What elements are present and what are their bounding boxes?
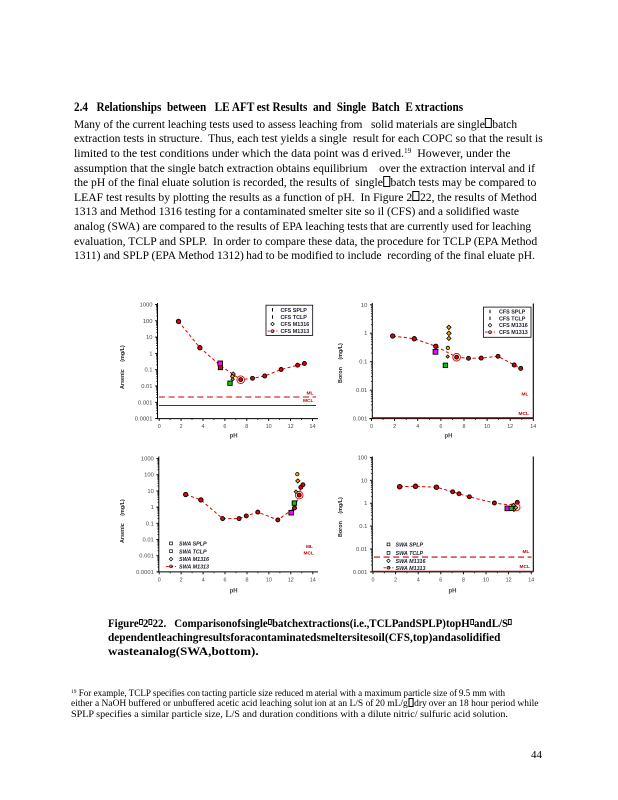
svg-text:4: 4 xyxy=(416,424,419,430)
svg-text:1: 1 xyxy=(364,501,367,507)
svg-text:1: 1 xyxy=(149,351,152,357)
svg-text:100: 100 xyxy=(144,473,154,479)
svg-text:8: 8 xyxy=(245,424,248,430)
svg-text:0: 0 xyxy=(370,424,373,430)
svg-text:10: 10 xyxy=(266,577,272,583)
svg-text:CFS M1316: CFS M1316 xyxy=(281,322,310,328)
svg-text:Arsenic (mg/L): Arsenic (mg/L) xyxy=(120,499,126,543)
svg-text:14: 14 xyxy=(530,424,536,430)
svg-text:100: 100 xyxy=(143,319,153,325)
svg-text:0.1: 0.1 xyxy=(359,524,367,530)
svg-text:0.01: 0.01 xyxy=(356,547,367,553)
svg-text:ML: ML xyxy=(306,544,313,550)
svg-text:pH: pH xyxy=(445,434,453,440)
svg-text:12: 12 xyxy=(506,577,512,583)
svg-text:2: 2 xyxy=(180,424,183,430)
svg-text:Arsenic (mg/L): Arsenic (mg/L) xyxy=(120,345,126,389)
svg-text:0.001: 0.001 xyxy=(138,400,153,406)
svg-text:0.0001: 0.0001 xyxy=(135,417,153,423)
svg-text:0: 0 xyxy=(158,577,161,583)
svg-text:Boron (mg/L): Boron (mg/L) xyxy=(338,497,344,537)
svg-text:14: 14 xyxy=(528,577,534,583)
svg-text:pH: pH xyxy=(230,434,238,440)
svg-text:0: 0 xyxy=(372,577,375,583)
svg-text:1: 1 xyxy=(151,505,154,511)
svg-text:12: 12 xyxy=(288,577,294,583)
svg-text:SWA M1316: SWA M1316 xyxy=(179,557,210,563)
svg-text:10: 10 xyxy=(361,478,367,484)
svg-text:0.01: 0.01 xyxy=(141,384,152,390)
svg-text:6: 6 xyxy=(439,424,442,430)
svg-text:10: 10 xyxy=(266,424,272,430)
svg-text:CFS TCLP: CFS TCLP xyxy=(499,316,526,322)
svg-text:2: 2 xyxy=(393,424,396,430)
svg-text:2: 2 xyxy=(394,577,397,583)
svg-text:8: 8 xyxy=(246,577,249,583)
svg-text:1: 1 xyxy=(364,331,367,337)
svg-text:10: 10 xyxy=(146,335,152,341)
svg-text:12: 12 xyxy=(507,424,513,430)
svg-text:8: 8 xyxy=(463,424,466,430)
svg-text:0: 0 xyxy=(158,424,161,430)
svg-text:MCL: MCL xyxy=(304,551,314,557)
svg-text:14: 14 xyxy=(310,424,316,430)
svg-text:2: 2 xyxy=(180,577,183,583)
svg-text:CFS M1313: CFS M1313 xyxy=(499,330,528,336)
svg-text:10: 10 xyxy=(484,424,490,430)
svg-text:0.001: 0.001 xyxy=(139,554,154,560)
svg-text:CFS M1313: CFS M1313 xyxy=(281,329,310,335)
svg-text:0.001: 0.001 xyxy=(353,570,368,576)
svg-text:12: 12 xyxy=(288,424,294,430)
svg-text:CFS M1316: CFS M1316 xyxy=(499,323,528,329)
svg-text:CFS SPLP: CFS SPLP xyxy=(281,308,308,314)
svg-text:0.1: 0.1 xyxy=(144,368,152,374)
svg-text:0.0001: 0.0001 xyxy=(136,570,154,576)
svg-text:10: 10 xyxy=(361,303,367,309)
svg-text:8: 8 xyxy=(462,577,465,583)
svg-text:SWA M1313: SWA M1313 xyxy=(396,566,426,572)
svg-text:100: 100 xyxy=(358,455,368,461)
svg-text:pH: pH xyxy=(449,589,457,595)
svg-text:ML: ML xyxy=(523,549,530,555)
svg-text:CFS TCLP: CFS TCLP xyxy=(281,315,308,321)
svg-text:MCL: MCL xyxy=(303,398,313,404)
svg-text:SWA M1316: SWA M1316 xyxy=(396,559,427,565)
svg-text:14: 14 xyxy=(310,577,316,583)
svg-text:6: 6 xyxy=(224,577,227,583)
svg-text:MCL: MCL xyxy=(519,411,529,417)
svg-text:MCL: MCL xyxy=(520,564,530,570)
svg-text:ML: ML xyxy=(307,391,314,397)
svg-text:0.1: 0.1 xyxy=(359,360,367,366)
svg-text:1000: 1000 xyxy=(140,303,153,309)
svg-text:ML: ML xyxy=(522,392,529,398)
svg-text:1000: 1000 xyxy=(141,457,154,463)
svg-text:0.01: 0.01 xyxy=(356,388,367,394)
svg-text:SWA TCLP: SWA TCLP xyxy=(179,549,207,555)
svg-text:10: 10 xyxy=(147,489,153,495)
svg-text:SWA SPLP: SWA SPLP xyxy=(179,542,207,548)
svg-text:SWA SPLP: SWA SPLP xyxy=(396,543,424,549)
svg-text:4: 4 xyxy=(202,424,205,430)
svg-text:pH: pH xyxy=(230,589,238,595)
svg-text:0.01: 0.01 xyxy=(143,538,154,544)
svg-text:0.001: 0.001 xyxy=(353,417,368,423)
svg-text:SWA M1313: SWA M1313 xyxy=(179,564,209,570)
svg-text:0.1: 0.1 xyxy=(146,521,154,527)
svg-text:6: 6 xyxy=(439,577,442,583)
svg-text:4: 4 xyxy=(417,577,420,583)
svg-text:4: 4 xyxy=(202,577,205,583)
svg-text:10: 10 xyxy=(483,577,489,583)
svg-text:SWA TCLP: SWA TCLP xyxy=(396,551,424,557)
svg-text:Boron (mg/L): Boron (mg/L) xyxy=(338,343,344,383)
svg-text:CFS SPLP: CFS SPLP xyxy=(499,309,526,315)
svg-text:6: 6 xyxy=(223,424,226,430)
